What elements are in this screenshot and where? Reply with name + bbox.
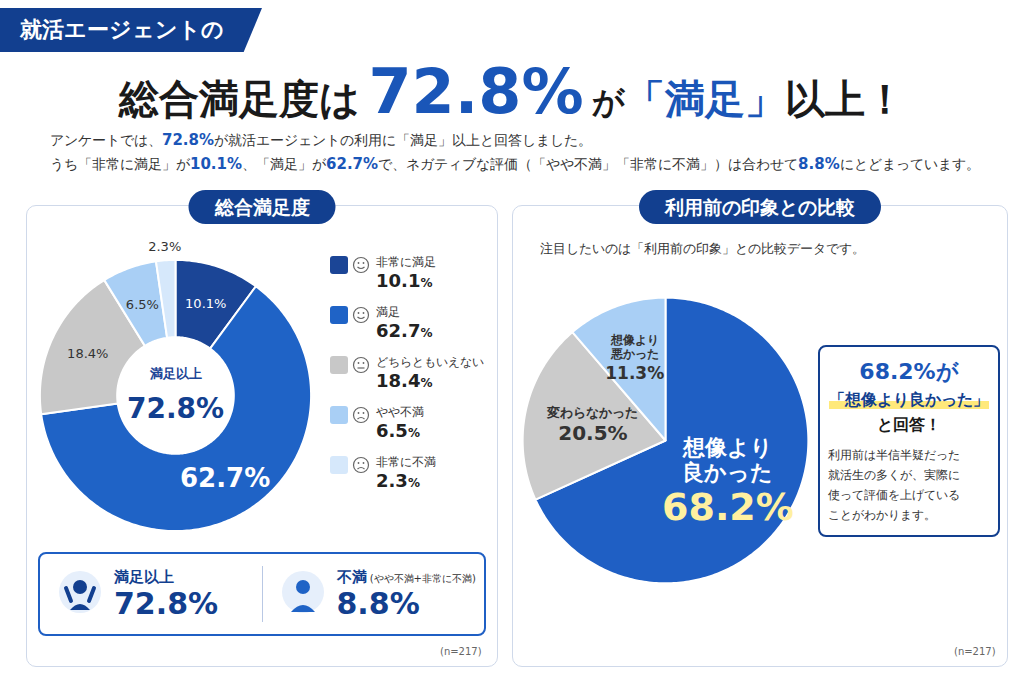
html-text:アンケートでは、72.8%が就活エージェントの利用に「満足」: アンケートでは、72.8%が就活エージェントの利用に「満足」以上と回答しました。 — [50, 131, 592, 149]
html-text:72.8%: 72.8% — [114, 585, 219, 621]
html-text:うち「非常に満足」が10.1%、「満足」が62.7%で、ネガ: うち「非常に満足」が10.1%、「満足」が62.7%で、ネガティブな評価（「やや… — [50, 155, 980, 173]
svg-text:72.8%: 72.8% — [127, 392, 224, 425]
html-text:6.5%: 6.5% — [376, 420, 420, 441]
html-text:非常に満足: 非常に満足 — [376, 255, 436, 269]
html-text:(n=217): (n=217) — [954, 646, 996, 657]
svg-text:2.3%: 2.3% — [148, 239, 181, 254]
html-text:68.2%が: 68.2%が — [859, 359, 959, 384]
svg-text:62.7%: 62.7% — [180, 463, 270, 493]
html-text:どちらともいえない: どちらともいえない — [376, 355, 484, 369]
html-text:総合満足度: 総合満足度 — [214, 196, 310, 218]
svg-text:11.3%: 11.3% — [605, 363, 664, 383]
svg-text:満足以上: 満足以上 — [149, 366, 202, 381]
svg-text:18.4%: 18.4% — [67, 346, 108, 361]
svg-text:20.5%: 20.5% — [558, 421, 627, 445]
html-text:10.1%: 10.1% — [376, 270, 433, 291]
html-text:非常に不満: 非常に不満 — [376, 455, 436, 469]
html-text:(n=217): (n=217) — [440, 646, 482, 657]
svg-text:68.2%: 68.2% — [662, 485, 794, 529]
html-text:注目したいのは「利用前の印象」との比較データです。: 注目したいのは「利用前の印象」との比較データです。 — [540, 241, 865, 256]
html-text:2.3%: 2.3% — [376, 470, 420, 491]
html-text:62.7%: 62.7% — [376, 320, 433, 341]
svg-text:10.1%: 10.1% — [185, 296, 226, 311]
html-text:ことがわかります。: ことがわかります。 — [828, 508, 936, 522]
html-text:満足: 満足 — [376, 305, 400, 319]
html-text:使って評価を上げている: 使って評価を上げている — [828, 488, 960, 502]
html-text:満足以上: 満足以上 — [114, 567, 174, 586]
html-text:利用前の印象との比較: 利用前の印象との比較 — [665, 196, 855, 218]
html-text:やや不満: やや不満 — [376, 405, 424, 419]
html-text:就活生の多くが、実際に: 就活生の多くが、実際に — [828, 468, 960, 482]
html-text:総合満足度は72.8%が「満足」以上！: 総合満足度は72.8%が「満足」以上！ — [119, 55, 905, 128]
svg-text:想像より悪かった: 想像より悪かった — [610, 333, 659, 361]
html-text:8.8%: 8.8% — [336, 585, 420, 621]
html-text:「想像より良かった」: 「想像より良かった」 — [829, 390, 989, 409]
svg-text:想像より良かった: 想像より良かった — [682, 435, 774, 485]
html-text:利用前は半信半疑だった: 利用前は半信半疑だった — [828, 448, 960, 462]
html-text:不満(やや不満+非常に不満): 不満(やや不満+非常に不満) — [336, 567, 476, 586]
svg-text:変わらなかった: 変わらなかった — [546, 405, 638, 420]
html-text:18.4%: 18.4% — [376, 370, 433, 391]
html-text:と回答！: と回答！ — [877, 415, 941, 434]
svg-text:6.5%: 6.5% — [126, 297, 159, 312]
html-text:就活エージェントの: 就活エージェントの — [20, 17, 224, 42]
